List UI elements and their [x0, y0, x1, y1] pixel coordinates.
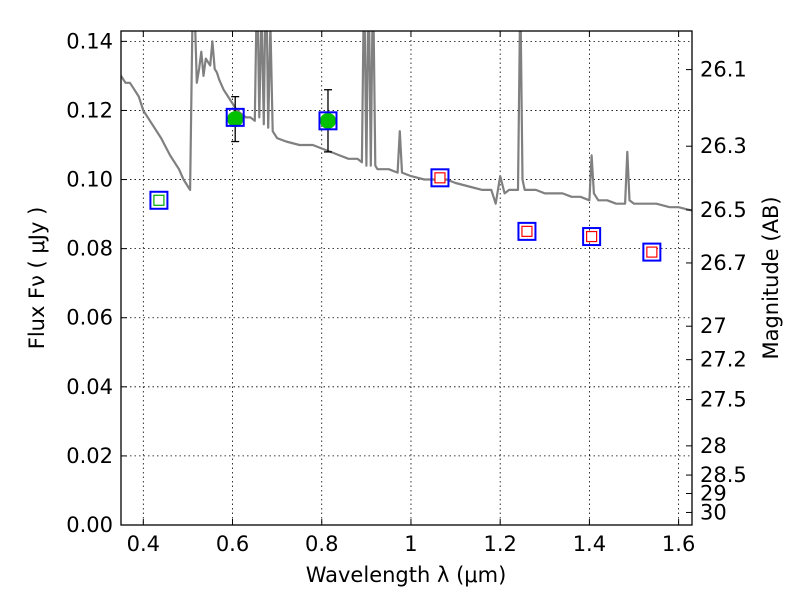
x-tick-label: 1.6	[662, 532, 695, 556]
y-tick-label: 0.00	[66, 513, 113, 537]
y-tick-label: 0.02	[66, 444, 113, 468]
x-axis-title: Wavelength λ (μm)	[306, 563, 507, 587]
measured-point	[227, 111, 244, 128]
y2-tick-label: 27.5	[700, 388, 747, 412]
x-tick-label: 1.4	[573, 532, 606, 556]
model-photometry-square	[582, 227, 602, 247]
x-tick-label: 0.6	[216, 532, 249, 556]
x-tick-label: 0.4	[127, 532, 160, 556]
measured-point	[319, 112, 336, 129]
y-tick-label: 0.04	[66, 375, 113, 399]
y2-tick-label: 26.7	[700, 251, 747, 275]
plot-area	[121, 31, 692, 212]
y-axis-title: Flux Fν ( μJy )	[25, 207, 49, 350]
model-photometry-square	[225, 107, 245, 127]
model-photometry-square	[149, 190, 169, 210]
y2-tick-label: 26.5	[700, 198, 747, 222]
y2-tick-label: 30	[700, 500, 727, 524]
estimate-square	[153, 194, 165, 206]
model-photometry-square	[430, 168, 450, 188]
model-photometry-square	[517, 221, 537, 241]
model-photometry-square	[642, 242, 662, 262]
y-tick-label: 0.10	[66, 168, 113, 192]
model-photometry-square	[318, 111, 338, 131]
ticks: 0.4 0.6 0.8 1 1.2 1.4 1.6 0.00 0.02 0.04 0.06 0.08 0…	[66, 29, 747, 556]
grid	[121, 31, 692, 526]
y2-axis-title: Magnitude (AB)	[759, 196, 783, 359]
y-tick-label: 0.08	[66, 237, 113, 261]
y2-tick-label: 29	[700, 481, 727, 505]
y2-tick-label: 26.1	[700, 58, 747, 82]
y-tick-label: 0.14	[66, 29, 113, 53]
estimate-square	[521, 225, 533, 237]
y2-tick-label: 28.5	[700, 463, 747, 487]
model-sed-line	[121, 31, 692, 212]
y2-tick-label: 28	[700, 434, 727, 458]
y2-tick-label: 27	[700, 314, 727, 338]
axes-frame	[120, 30, 693, 526]
y2-tick-label: 27.2	[700, 348, 747, 372]
estimate-square	[586, 230, 598, 243]
estimate-square	[646, 246, 658, 258]
y2-tick-label: 26.3	[700, 134, 747, 158]
y-tick-label: 0.12	[66, 98, 113, 122]
y-tick-label: 0.06	[66, 306, 113, 330]
x-tick-label: 0.8	[305, 532, 338, 556]
x-tick-label: 1	[404, 532, 417, 556]
x-tick-label: 1.2	[483, 532, 516, 556]
markers	[149, 89, 662, 262]
estimate-square	[434, 172, 446, 184]
